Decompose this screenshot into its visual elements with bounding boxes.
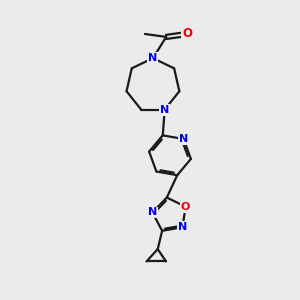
Text: N: N xyxy=(160,105,169,115)
Text: N: N xyxy=(179,134,188,144)
Text: N: N xyxy=(178,222,187,232)
Text: N: N xyxy=(148,53,158,63)
Text: O: O xyxy=(182,28,192,40)
Text: N: N xyxy=(148,208,157,218)
Text: O: O xyxy=(181,202,190,212)
